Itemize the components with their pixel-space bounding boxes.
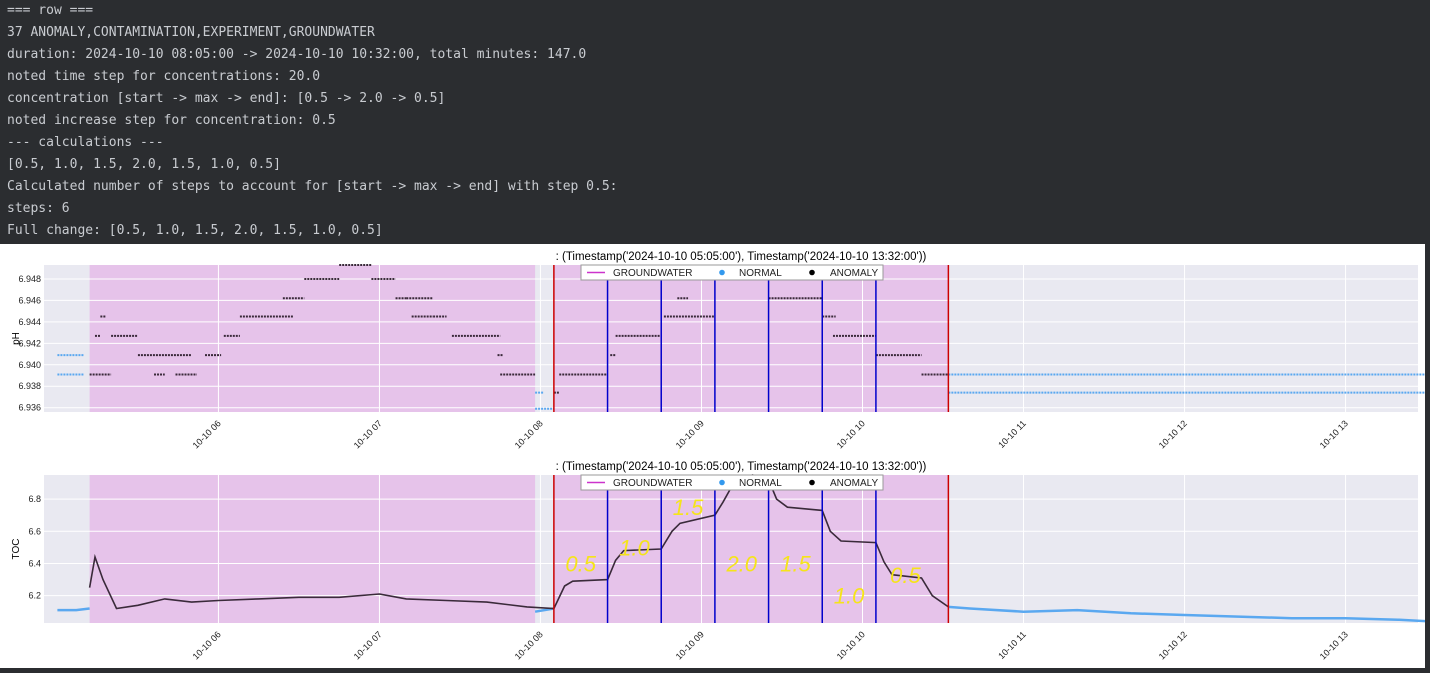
console-line: Full change: [0.5, 1.0, 1.5, 2.0, 1.5, 1… bbox=[7, 223, 383, 238]
legend-normal-marker bbox=[719, 479, 725, 486]
x-tick-label: 10-10 13 bbox=[1318, 418, 1350, 450]
console-line: concentration [start -> max -> end]: [0.… bbox=[7, 91, 446, 106]
console-line: duration: 2024-10-10 08:05:00 -> 2024-10… bbox=[7, 47, 587, 62]
legend: GROUNDWATER NORMAL ANOMALY bbox=[580, 474, 884, 491]
groundwater-shade bbox=[89, 265, 536, 412]
x-tick-label: 10-10 07 bbox=[352, 418, 384, 450]
y-tick-label: 6.940 bbox=[18, 360, 41, 370]
chart-panel-ph: : (Timestamp('2024-10-10 05:05:00'), Tim… bbox=[11, 251, 1430, 451]
concentration-annotation: 2.0 bbox=[725, 552, 757, 577]
y-axis-label: TOC bbox=[11, 539, 22, 560]
matplotlib-figure: : (Timestamp('2024-10-10 05:05:00'), Tim… bbox=[0, 244, 1430, 668]
legend-box bbox=[580, 474, 884, 491]
chart-panel-toc: : (Timestamp('2024-10-10 05:05:00'), Tim… bbox=[11, 461, 1430, 662]
x-tick-label: 10-10 08 bbox=[513, 629, 545, 661]
x-tick-label: 10-10 13 bbox=[1318, 629, 1350, 661]
bottom-edge bbox=[0, 668, 1430, 670]
console-line: [0.5, 1.0, 1.5, 2.0, 1.5, 1.0, 0.5] bbox=[7, 157, 281, 172]
groundwater-shade bbox=[553, 475, 949, 623]
x-tick-label: 10-10 11 bbox=[996, 418, 1028, 450]
legend-anomaly-label: ANOMALY bbox=[830, 268, 878, 279]
y-tick-label: 6.6 bbox=[28, 526, 41, 536]
legend: GROUNDWATER NORMAL ANOMALY bbox=[580, 264, 884, 281]
legend-groundwater-label: GROUNDWATER bbox=[613, 478, 692, 489]
concentration-annotation: 1.0 bbox=[619, 535, 650, 560]
x-tick-label: 10-10 06 bbox=[191, 418, 223, 450]
console-line: Calculated number of steps to account fo… bbox=[7, 179, 618, 194]
concentration-annotation: 0.5 bbox=[565, 552, 596, 577]
console-output: === row === 37 ANOMALY,CONTAMINATION,EXPE… bbox=[0, 0, 1430, 244]
console-line: noted time step for concentrations: 20.0 bbox=[7, 69, 321, 84]
x-tick-label: 10-10 06 bbox=[191, 629, 223, 661]
series-line-anomaly bbox=[88, 474, 949, 610]
legend-normal-label: NORMAL bbox=[739, 268, 782, 279]
groundwater-shade bbox=[553, 265, 949, 412]
y-tick-label: 6.8 bbox=[28, 494, 41, 504]
y-tick-label: 6.946 bbox=[18, 295, 41, 305]
console-line: noted increase step for concentration: 0… bbox=[7, 113, 336, 128]
y-tick-label: 6.2 bbox=[28, 591, 41, 601]
y-tick-label: 6.936 bbox=[18, 403, 41, 413]
x-tick-label: 10-10 12 bbox=[1157, 629, 1189, 661]
x-tick-label: 10-10 07 bbox=[352, 629, 384, 661]
chart-title: : (Timestamp('2024-10-10 05:05:00'), Tim… bbox=[556, 251, 927, 263]
chart-title: : (Timestamp('2024-10-10 05:05:00'), Tim… bbox=[556, 461, 927, 473]
console-line: --- calculations --- bbox=[7, 135, 164, 150]
legend-groundwater-label: GROUNDWATER bbox=[613, 268, 692, 279]
x-tick-label: 10-10 09 bbox=[674, 418, 706, 450]
console-line: === row === bbox=[7, 3, 94, 18]
console-line: steps: 6 bbox=[7, 201, 70, 216]
y-tick-label: 6.948 bbox=[18, 274, 41, 284]
concentration-annotation: 1.0 bbox=[834, 584, 865, 609]
concentration-annotation: 1.5 bbox=[673, 495, 704, 520]
figure-svg: : (Timestamp('2024-10-10 05:05:00'), Tim… bbox=[11, 251, 1430, 662]
x-tick-label: 10-10 10 bbox=[835, 629, 867, 661]
vertical-scrollbar[interactable] bbox=[1425, 244, 1430, 668]
legend-anomaly-marker bbox=[809, 479, 815, 486]
legend-anomaly-label: ANOMALY bbox=[830, 478, 878, 489]
y-tick-label: 6.944 bbox=[18, 317, 41, 327]
y-tick-label: 6.938 bbox=[18, 381, 41, 391]
x-tick-label: 10-10 08 bbox=[513, 418, 545, 450]
legend-normal-label: NORMAL bbox=[739, 478, 782, 489]
y-axis-label: pH bbox=[11, 332, 22, 345]
concentration-annotation: 0.5 bbox=[890, 563, 921, 588]
y-tick-label: 6.942 bbox=[18, 338, 41, 348]
y-tick-label: 6.4 bbox=[28, 558, 41, 568]
x-tick-label: 10-10 09 bbox=[674, 629, 706, 661]
x-tick-label: 10-10 12 bbox=[1157, 418, 1189, 450]
legend-normal-marker bbox=[719, 269, 725, 276]
legend-anomaly-marker bbox=[809, 269, 815, 276]
series-line-normal bbox=[948, 605, 1430, 623]
scrollbar-thumb[interactable] bbox=[1425, 244, 1430, 668]
legend-box bbox=[580, 264, 884, 281]
console-line: 37 ANOMALY,CONTAMINATION,EXPERIMENT,GROU… bbox=[7, 25, 375, 40]
x-tick-label: 10-10 10 bbox=[835, 418, 867, 450]
concentration-annotation: 1.5 bbox=[780, 552, 811, 577]
x-tick-label: 10-10 11 bbox=[996, 629, 1028, 661]
series-line-normal bbox=[57, 607, 90, 612]
